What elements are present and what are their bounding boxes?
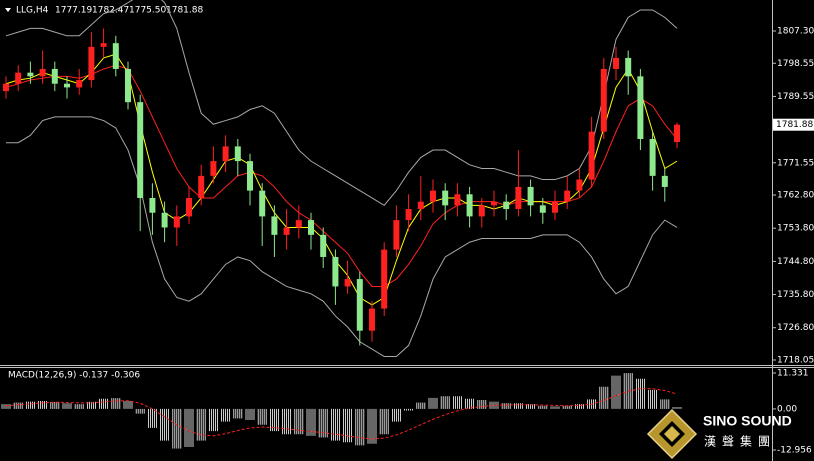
indicator-line (6, 116, 678, 357)
candle-body (3, 83, 9, 92)
candle-body (247, 161, 253, 191)
last-price-box (773, 118, 814, 131)
candle-body (234, 146, 241, 162)
candle-body (271, 216, 278, 235)
candle-body (112, 43, 119, 69)
price-panel (3, 0, 680, 357)
candle-body (503, 201, 510, 210)
candle-body (161, 212, 168, 228)
candle-body (64, 83, 70, 88)
candle-body (466, 194, 473, 217)
candle-body (613, 57, 619, 69)
candle-body (186, 197, 192, 217)
y-tick-label: 11.331 (777, 368, 809, 378)
y-tick-label: 1735.80 (777, 290, 814, 300)
y-tick-label: 1726.80 (777, 323, 814, 333)
candle-body (369, 308, 375, 331)
candle-body (344, 279, 351, 287)
candle-body (478, 205, 485, 217)
candle-body (527, 186, 534, 206)
y-tick-label: 1807.30 (777, 27, 814, 37)
candle-body (27, 72, 34, 77)
candle-body (295, 220, 302, 228)
y-tick-label: 1798.55 (777, 59, 814, 69)
candle-body (674, 124, 680, 142)
candle-body (39, 68, 46, 77)
logo-mark (664, 426, 680, 442)
y-tick-label: 1789.55 (777, 92, 814, 102)
signal-line (5, 388, 678, 440)
y-tick-label: 0.00 (777, 404, 797, 414)
candle-body (51, 68, 58, 84)
candle-body (149, 197, 156, 213)
candle-body (405, 209, 412, 221)
candle-body (564, 190, 571, 202)
ohlc-low: 1775.50 (129, 6, 166, 16)
macd-title: MACD(12,26,9) -0.137 -0.306 (8, 371, 140, 381)
candle-body (381, 249, 388, 309)
candle-body (210, 161, 217, 176)
candle-body (356, 279, 363, 331)
last-price-label: 1781.88 (776, 120, 813, 130)
logo-subtitle: 漢聲集團 (704, 434, 776, 449)
candle-body (625, 57, 632, 77)
y-tick-label: 1718.05 (777, 355, 814, 365)
candle-body (491, 201, 497, 206)
indicator-line (5, 0, 678, 207)
candle-body (588, 131, 595, 180)
ohlc-open: 1777.19 (55, 6, 92, 16)
candle-body (442, 190, 449, 206)
logo: SINO SOUND 漢聲集團 (646, 408, 792, 460)
y-tick-label: -12.956 (777, 445, 812, 455)
y-tick-label: 1762.80 (777, 191, 814, 201)
candle-body (539, 205, 546, 213)
candle-body (332, 256, 339, 287)
candle-body (198, 175, 205, 198)
candle-body (649, 139, 656, 176)
y-tick-label: 1753.80 (777, 224, 814, 234)
candle-body (552, 201, 558, 213)
candle-body (393, 220, 400, 250)
candle-body (454, 194, 461, 206)
candle-body (88, 46, 95, 81)
candle-body (137, 102, 144, 198)
symbol: LLG,H4 (16, 6, 49, 16)
y-tick-label: 1771.55 (777, 158, 814, 168)
price-axis: 1807.30 1798.55 1789.55 1771.55 1762.80 1753.… (772, 27, 814, 455)
menu-arrow (5, 8, 11, 12)
candle-body (283, 227, 290, 235)
ohlc-high: 1782.47 (92, 6, 129, 16)
candle-body (320, 234, 327, 257)
candle-body (661, 175, 668, 187)
candle-body (100, 43, 107, 47)
candle-body (637, 76, 644, 140)
candle-body (515, 186, 522, 210)
candle-body (76, 80, 83, 88)
candle-body (576, 179, 583, 191)
y-tick-label: 1744.80 (777, 257, 814, 267)
candle-body (173, 216, 180, 228)
candle-body (15, 72, 22, 84)
ohlc-close: 1781.88 (166, 6, 203, 16)
candle-body (417, 201, 424, 210)
candle-body (600, 68, 607, 132)
candle-body (222, 146, 229, 162)
logo-name: SINO SOUND (703, 413, 792, 429)
candle-body (430, 190, 436, 202)
candle-body (308, 220, 314, 235)
macd-panel (1, 373, 682, 449)
candle-body (125, 68, 131, 103)
candle-body (259, 190, 266, 217)
